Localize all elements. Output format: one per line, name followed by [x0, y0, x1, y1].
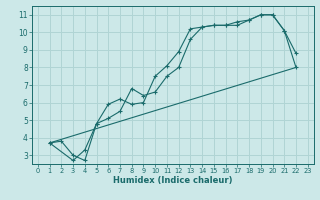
X-axis label: Humidex (Indice chaleur): Humidex (Indice chaleur)	[113, 176, 233, 185]
